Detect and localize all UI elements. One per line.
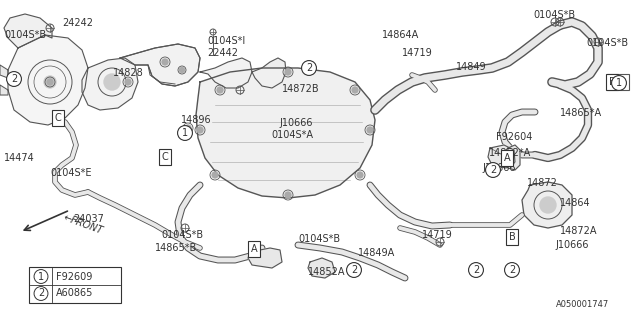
Text: 14864A: 14864A (382, 30, 419, 40)
Text: 14849A: 14849A (358, 248, 396, 258)
Text: 2: 2 (11, 74, 17, 84)
Text: 14865*A: 14865*A (560, 108, 602, 118)
Polygon shape (0, 85, 8, 95)
Text: J10666: J10666 (555, 240, 589, 250)
Text: F92609: F92609 (56, 271, 92, 282)
Text: B: B (509, 232, 515, 242)
Text: 0104S*B: 0104S*B (4, 30, 46, 40)
Text: 1: 1 (182, 128, 188, 138)
Text: 2: 2 (490, 165, 496, 175)
Text: 14852A: 14852A (308, 267, 346, 277)
Text: A: A (251, 244, 257, 254)
Circle shape (47, 79, 53, 85)
Circle shape (212, 172, 218, 178)
Text: 14474: 14474 (4, 153, 35, 163)
Text: F92604: F92604 (496, 132, 532, 142)
Circle shape (179, 68, 184, 73)
Circle shape (285, 192, 291, 198)
Text: C: C (162, 152, 168, 162)
Polygon shape (0, 65, 8, 78)
Circle shape (104, 74, 120, 90)
Text: C: C (54, 113, 61, 123)
Circle shape (540, 197, 556, 213)
Polygon shape (82, 58, 138, 110)
Polygon shape (200, 58, 252, 88)
Polygon shape (488, 145, 515, 168)
Text: 14719: 14719 (402, 48, 433, 58)
FancyBboxPatch shape (29, 267, 121, 303)
Text: A: A (504, 153, 510, 163)
Circle shape (44, 76, 56, 88)
Text: J10666: J10666 (482, 163, 515, 173)
Text: J10666: J10666 (279, 118, 312, 128)
Text: 1: 1 (616, 78, 622, 88)
Text: ←FRONT: ←FRONT (62, 212, 104, 236)
Polygon shape (8, 35, 88, 125)
Text: 2: 2 (38, 289, 44, 299)
Text: 14719: 14719 (422, 230, 452, 240)
Polygon shape (4, 14, 52, 48)
Circle shape (197, 127, 203, 133)
Text: 0104S*B: 0104S*B (586, 38, 628, 48)
Polygon shape (248, 248, 282, 268)
Circle shape (357, 172, 363, 178)
Text: 2: 2 (351, 265, 357, 275)
FancyBboxPatch shape (607, 74, 629, 90)
Circle shape (367, 127, 373, 133)
Polygon shape (522, 182, 572, 228)
Text: 14852*A: 14852*A (489, 148, 531, 158)
Text: 2: 2 (473, 265, 479, 275)
Text: A050001747: A050001747 (556, 300, 609, 309)
Circle shape (185, 125, 191, 131)
Text: 2: 2 (306, 63, 312, 73)
Text: 14872A: 14872A (560, 226, 598, 236)
Text: 0104S*B: 0104S*B (298, 234, 340, 244)
Text: 14864: 14864 (560, 198, 591, 208)
Circle shape (352, 87, 358, 93)
Circle shape (125, 79, 131, 85)
Text: 1: 1 (38, 271, 44, 282)
Polygon shape (308, 258, 335, 278)
Text: B: B (609, 77, 616, 87)
Text: 0104S*E: 0104S*E (50, 168, 92, 178)
Text: 24037: 24037 (73, 214, 104, 224)
Text: 0104S*I: 0104S*I (207, 36, 245, 46)
Text: 2: 2 (509, 265, 515, 275)
Text: 22442: 22442 (207, 48, 238, 58)
Circle shape (217, 87, 223, 93)
Polygon shape (504, 145, 520, 170)
Text: 0104S*B: 0104S*B (533, 10, 575, 20)
Text: 14872B: 14872B (282, 84, 319, 94)
Polygon shape (252, 58, 286, 88)
Text: 14896: 14896 (181, 115, 212, 125)
Polygon shape (196, 68, 375, 198)
Text: 14828: 14828 (113, 68, 144, 78)
Text: 14849: 14849 (456, 62, 486, 72)
Circle shape (285, 69, 291, 75)
Circle shape (162, 59, 168, 65)
Text: 14865*B: 14865*B (155, 243, 197, 253)
Text: A60865: A60865 (56, 289, 93, 299)
Text: 0104S*A: 0104S*A (271, 130, 313, 140)
Text: 24242: 24242 (62, 18, 93, 28)
Polygon shape (120, 44, 200, 86)
Text: 0104S*B: 0104S*B (161, 230, 203, 240)
Text: 14872: 14872 (527, 178, 558, 188)
